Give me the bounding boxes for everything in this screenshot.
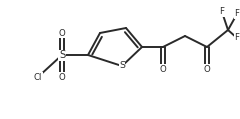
Text: O: O [59, 72, 65, 82]
Text: Cl: Cl [34, 72, 42, 82]
Text: S: S [59, 50, 65, 60]
Text: F: F [234, 34, 240, 42]
Text: O: O [59, 28, 65, 37]
Text: S: S [119, 62, 125, 70]
Text: O: O [204, 64, 210, 74]
Text: O: O [160, 64, 166, 74]
Text: F: F [220, 7, 224, 17]
Text: F: F [234, 10, 240, 18]
